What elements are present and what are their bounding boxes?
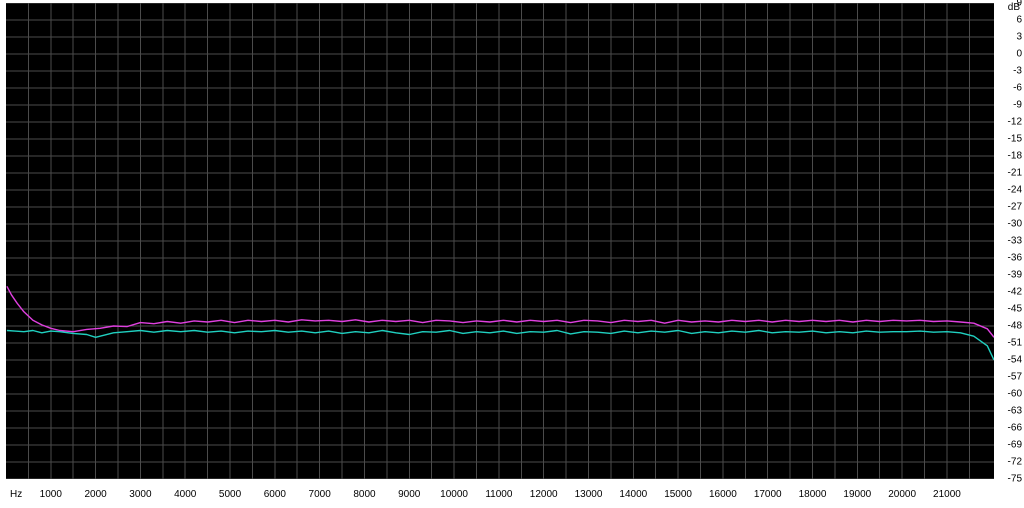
y-tick-label: -15 (1002, 134, 1022, 145)
x-tick-label: 14000 (619, 489, 647, 500)
x-axis-unit-label: Hz (10, 489, 22, 500)
y-tick-label: -69 (1002, 440, 1022, 451)
y-tick-label: -66 (1002, 423, 1022, 434)
y-tick-label: -21 (1002, 168, 1022, 179)
x-tick-label: 4000 (174, 489, 196, 500)
y-tick-label: -33 (1002, 236, 1022, 247)
y-tick-label: -30 (1002, 219, 1022, 230)
x-tick-label: 21000 (933, 489, 961, 500)
series-cyan (7, 331, 994, 361)
x-tick-label: 12000 (530, 489, 558, 500)
y-tick-label: -63 (1002, 406, 1022, 417)
x-tick-label: 18000 (799, 489, 827, 500)
x-tick-label: 19000 (843, 489, 871, 500)
y-tick-label: -60 (1002, 389, 1022, 400)
x-tick-label: 1000 (40, 489, 62, 500)
y-tick-label: -39 (1002, 270, 1022, 281)
x-tick-label: 20000 (888, 489, 916, 500)
plot-svg (6, 3, 994, 479)
x-tick-label: 17000 (754, 489, 782, 500)
x-tick-label: 16000 (709, 489, 737, 500)
y-tick-label: -51 (1002, 338, 1022, 349)
x-tick-label: 3000 (129, 489, 151, 500)
series-magenta (7, 286, 994, 337)
x-tick-label: 7000 (309, 489, 331, 500)
y-tick-label: -3 (1002, 66, 1022, 77)
y-tick-label: -57 (1002, 372, 1022, 383)
y-tick-label: -48 (1002, 321, 1022, 332)
y-tick-label: -45 (1002, 304, 1022, 315)
y-tick-label: -6 (1002, 83, 1022, 94)
y-tick-label: -36 (1002, 253, 1022, 264)
x-tick-label: 5000 (219, 489, 241, 500)
y-tick-label: -24 (1002, 185, 1022, 196)
y-tick-label: -75 (1002, 474, 1022, 485)
x-tick-label: 13000 (575, 489, 603, 500)
x-tick-label: 8000 (353, 489, 375, 500)
y-tick-label: -54 (1002, 355, 1022, 366)
x-tick-label: 2000 (84, 489, 106, 500)
x-tick-label: 11000 (485, 489, 512, 500)
y-tick-label: -42 (1002, 287, 1022, 298)
y-tick-label: 9 (1002, 0, 1022, 9)
y-tick-label: -12 (1002, 117, 1022, 128)
x-tick-label: 9000 (398, 489, 420, 500)
spectrum-analyzer-chart: Hz dB 1000200030004000500060007000800090… (0, 0, 1024, 508)
x-tick-label: 10000 (440, 489, 468, 500)
x-tick-label: 6000 (264, 489, 286, 500)
y-tick-label: -27 (1002, 202, 1022, 213)
y-tick-label: -18 (1002, 151, 1022, 162)
y-tick-label: 0 (1002, 49, 1022, 60)
y-tick-label: 6 (1002, 15, 1022, 26)
y-tick-label: 3 (1002, 32, 1022, 43)
x-tick-label: 15000 (664, 489, 692, 500)
y-tick-label: -9 (1002, 100, 1022, 111)
plot-area (6, 3, 994, 479)
y-tick-label: -72 (1002, 457, 1022, 468)
